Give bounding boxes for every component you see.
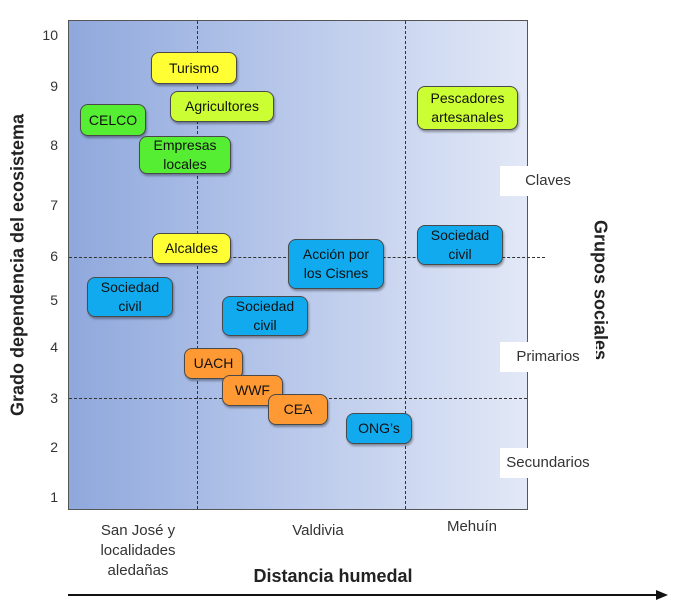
group-label-claves: Claves xyxy=(500,166,596,196)
actor-cea: CEA xyxy=(268,394,328,425)
y-tick-2: 2 xyxy=(50,439,58,455)
y-tick-1: 1 xyxy=(50,489,58,505)
y-tick-6: 6 xyxy=(50,248,58,264)
y-tick-10: 10 xyxy=(42,27,58,43)
x-category-san-jose: San José y localidades aledañas xyxy=(100,522,176,579)
y-tick-7: 7 xyxy=(50,197,58,213)
actor-alcaldes: Alcaldes xyxy=(152,233,231,264)
actor-agricultores: Agricultores xyxy=(170,91,274,122)
x-axis-label: Distancia humedal xyxy=(253,566,413,586)
divider-san-jose-valdivia xyxy=(197,21,198,509)
y-tick-5: 5 xyxy=(50,292,58,308)
actor-celco: CELCO xyxy=(80,104,146,136)
y-tick-3: 3 xyxy=(50,390,58,406)
x-category-mehuin: Mehuín xyxy=(446,518,498,535)
actor-ongs: ONG’s xyxy=(346,413,412,444)
y-tick-4: 4 xyxy=(50,339,58,355)
actor-sociedad-civil-mehuin: Sociedad civil xyxy=(417,225,503,265)
actor-pescadores-artesanales: Pescadores artesanales xyxy=(417,86,518,130)
right-axis-label: Grupos sociales xyxy=(590,219,611,361)
actor-turismo: Turismo xyxy=(151,52,237,84)
y-tick-9: 9 xyxy=(50,78,58,94)
actor-empresas-locales: Empresas locales xyxy=(139,136,231,174)
actor-sociedad-civil-san-jose: Sociedad civil xyxy=(87,277,173,317)
actor-accion-por-los-cisnes: Acción por los Cisnes xyxy=(288,239,384,289)
actor-uach: UACH xyxy=(184,348,243,379)
group-label-primarios: Primarios xyxy=(500,342,596,372)
x-category-valdivia: Valdivia xyxy=(292,522,344,539)
actor-sociedad-civil-valdivia: Sociedad civil xyxy=(222,296,308,336)
x-axis-arrow xyxy=(68,590,668,600)
divider-valdivia-mehuin xyxy=(405,21,406,509)
y-axis-label: Grado dependencia del ecosistema xyxy=(7,113,28,417)
y-tick-8: 8 xyxy=(50,137,58,153)
group-label-secundarios: Secundarios xyxy=(500,448,596,478)
